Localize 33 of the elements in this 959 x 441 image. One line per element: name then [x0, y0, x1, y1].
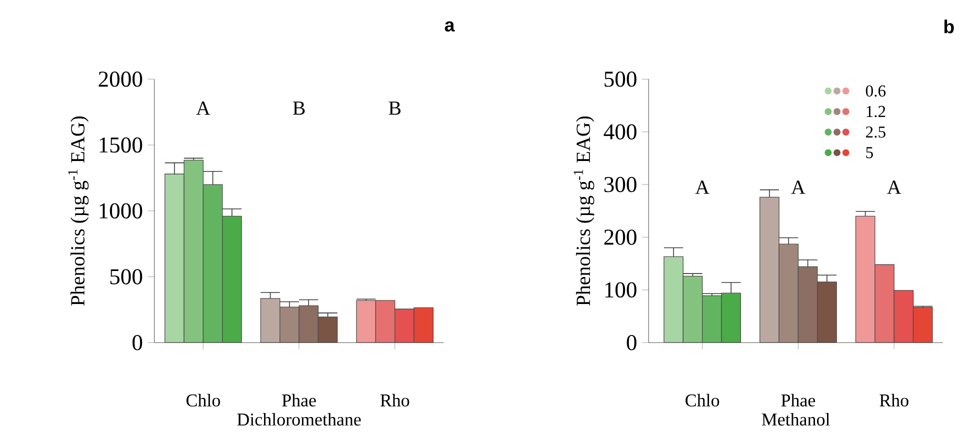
x-axis-title: Dichloromethane: [237, 412, 361, 426]
y-tick-label: 500: [110, 269, 142, 284]
annotation: B: [292, 102, 305, 115]
annotation: B: [388, 102, 401, 115]
text: a: [444, 21, 455, 32]
legend-label: 1.2: [866, 106, 886, 118]
y-tick-label: 1000: [100, 203, 142, 218]
x-tick-label: Phae: [781, 394, 816, 406]
annotation: A: [196, 102, 210, 115]
annotation: A: [791, 180, 806, 194]
y-axis-title: Phenolics (µg g$^{-1}$ EAG): [574, 116, 594, 306]
x-tick-label: Chlo: [186, 394, 220, 406]
y-tick-label: 0: [132, 334, 142, 350]
y-tick-label: 200: [604, 230, 636, 245]
y-tick-label: 100: [605, 282, 636, 298]
annotation: A: [695, 180, 710, 194]
legend-label: 2.5: [866, 126, 886, 138]
x-tick-label: Phae: [282, 394, 316, 406]
y-tick-label: 2000: [98, 72, 142, 87]
y-tick-label: 300: [604, 176, 636, 192]
y-axis-title: Phenolics (µg g$^{-1}$ EAG): [68, 116, 89, 306]
legend-label: 0.6: [866, 85, 886, 97]
y-tick-label: 500: [604, 72, 636, 87]
y-tick-label: 1500: [100, 137, 142, 153]
legend-label: 5: [866, 147, 873, 158]
annotation: A: [887, 180, 902, 194]
x-tick-label: Rho: [380, 394, 410, 406]
text: b: [944, 20, 954, 34]
y-tick-label: 0: [626, 334, 636, 350]
x-axis-title: Methanol: [762, 412, 830, 426]
x-tick-label: Chlo: [686, 394, 720, 406]
x-tick-label: Rho: [880, 394, 908, 406]
y-tick-label: 400: [604, 124, 636, 140]
